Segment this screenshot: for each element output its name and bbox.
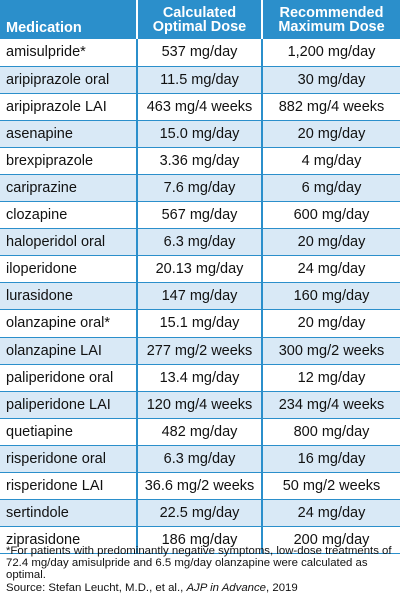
cell-medication: quetiapine: [0, 418, 138, 446]
cell-medication: amisulpride*: [0, 39, 138, 67]
cell-calculated-optimal-dose: 186 mg/day: [137, 526, 263, 555]
cell-recommended-maximum-dose: 30 mg/day: [262, 66, 400, 94]
cell-recommended-maximum-dose: 600 mg/day: [262, 201, 400, 230]
table-row: lurasidone 147 mg/day 160 mg/day: [0, 282, 400, 311]
cell-recommended-maximum-dose: 20 mg/day: [262, 120, 400, 148]
table-body: amisulpride* 537 mg/day 1,200 mg/day aripip…: [0, 39, 400, 555]
cell-recommended-maximum-dose: 20 mg/day: [262, 228, 400, 257]
table-row: sertindole 22.5 mg/day 24 mg/day: [0, 499, 400, 528]
table-row: amisulpride* 537 mg/day 1,200 mg/day: [0, 39, 400, 67]
header-recommended-line1: Recommended: [279, 4, 384, 21]
cell-calculated-optimal-dose: 537 mg/day: [137, 39, 263, 67]
cell-calculated-optimal-dose: 22.5 mg/day: [137, 499, 263, 528]
cell-calculated-optimal-dose: 6.3 mg/day: [137, 228, 263, 257]
dose-table: Medication Calculated Optimal Dose Recom…: [0, 0, 400, 555]
cell-calculated-optimal-dose: 11.5 mg/day: [137, 66, 263, 94]
cell-calculated-optimal-dose: 15.1 mg/day: [137, 309, 263, 338]
cell-calculated-optimal-dose: 20.13 mg/day: [137, 255, 263, 284]
cell-medication: clozapine: [0, 201, 138, 230]
cell-calculated-optimal-dose: 277 mg/2 weeks: [137, 337, 263, 365]
cell-calculated-optimal-dose: 120 mg/4 weeks: [137, 391, 263, 419]
cell-recommended-maximum-dose: 800 mg/day: [262, 418, 400, 446]
cell-medication: ziprasidone: [0, 526, 138, 555]
header-recommended-maximum-dose: Recommended Maximum Dose: [262, 0, 400, 39]
cell-medication: brexpiprazole: [0, 147, 138, 175]
cell-calculated-optimal-dose: 15.0 mg/day: [137, 120, 263, 148]
source-prefix: Source: Stefan Leucht, M.D., et al.,: [6, 581, 187, 594]
cell-medication: risperidone LAI: [0, 472, 138, 501]
header-calculated-optimal-dose: Calculated Optimal Dose: [137, 0, 263, 39]
footnote-note: *For patients with predominantly negativ…: [6, 545, 392, 582]
table-header: Medication Calculated Optimal Dose Recom…: [0, 0, 400, 39]
table-row: brexpiprazole 3.36 mg/day 4 mg/day: [0, 147, 400, 175]
cell-medication: asenapine: [0, 120, 138, 148]
footnote-source: Source: Stefan Leucht, M.D., et al., AJP…: [6, 582, 396, 594]
cell-medication: haloperidol oral: [0, 228, 138, 257]
table-row: olanzapine oral* 15.1 mg/day 20 mg/day: [0, 309, 400, 338]
table-row: iloperidone 20.13 mg/day 24 mg/day: [0, 255, 400, 284]
cell-calculated-optimal-dose: 482 mg/day: [137, 418, 263, 446]
cell-recommended-maximum-dose: 24 mg/day: [262, 499, 400, 528]
cell-recommended-maximum-dose: 160 mg/day: [262, 282, 400, 311]
cell-medication: lurasidone: [0, 282, 138, 311]
cell-calculated-optimal-dose: 36.6 mg/2 weeks: [137, 472, 263, 501]
cell-medication: iloperidone: [0, 255, 138, 284]
table-row: aripiprazole LAI 463 mg/4 weeks 882 mg/4 w…: [0, 93, 400, 121]
cell-medication: aripiprazole oral: [0, 66, 138, 94]
table-row: quetiapine 482 mg/day 800 mg/day: [0, 418, 400, 446]
cell-recommended-maximum-dose: 882 mg/4 weeks: [262, 93, 400, 121]
cell-medication: aripiprazole LAI: [0, 93, 138, 121]
cell-recommended-maximum-dose: 1,200 mg/day: [262, 39, 400, 67]
table-row: asenapine 15.0 mg/day 20 mg/day: [0, 120, 400, 148]
dose-table-container: Medication Calculated Optimal Dose Recom…: [0, 0, 400, 555]
cell-medication: paliperidone oral: [0, 364, 138, 392]
table-row: paliperidone LAI 120 mg/4 weeks 234 mg/4 w…: [0, 391, 400, 419]
table-row: ziprasidone 186 mg/day 200 mg/day: [0, 526, 400, 555]
footnote: *For patients with predominantly negativ…: [6, 545, 396, 594]
header-medication: Medication: [0, 0, 138, 39]
table-row: olanzapine LAI 277 mg/2 weeks 300 mg/2 wee…: [0, 337, 400, 365]
header-row: Medication Calculated Optimal Dose Recom…: [0, 0, 400, 39]
cell-medication: risperidone oral: [0, 445, 138, 474]
cell-recommended-maximum-dose: 12 mg/day: [262, 364, 400, 392]
source-journal: AJP in Advance: [186, 581, 267, 594]
cell-recommended-maximum-dose: 20 mg/day: [262, 309, 400, 338]
table-row: cariprazine 7.6 mg/day 6 mg/day: [0, 174, 400, 203]
cell-recommended-maximum-dose: 234 mg/4 weeks: [262, 391, 400, 419]
table-row: risperidone oral 6.3 mg/day 16 mg/day: [0, 445, 400, 474]
cell-recommended-maximum-dose: 300 mg/2 weeks: [262, 337, 400, 365]
cell-recommended-maximum-dose: 50 mg/2 weeks: [262, 472, 400, 501]
cell-medication: olanzapine LAI: [0, 337, 138, 365]
cell-calculated-optimal-dose: 13.4 mg/day: [137, 364, 263, 392]
cell-calculated-optimal-dose: 463 mg/4 weeks: [137, 93, 263, 121]
cell-recommended-maximum-dose: 4 mg/day: [262, 147, 400, 175]
cell-calculated-optimal-dose: 147 mg/day: [137, 282, 263, 311]
cell-medication: paliperidone LAI: [0, 391, 138, 419]
cell-calculated-optimal-dose: 3.36 mg/day: [137, 147, 263, 175]
cell-calculated-optimal-dose: 6.3 mg/day: [137, 445, 263, 474]
header-calculated-line2: Optimal Dose: [152, 18, 247, 35]
table-row: haloperidol oral 6.3 mg/day 20 mg/day: [0, 228, 400, 257]
table-row: clozapine 567 mg/day 600 mg/day: [0, 201, 400, 230]
header-recommended-line2: Maximum Dose: [278, 18, 385, 35]
cell-medication: cariprazine: [0, 174, 138, 203]
table-row: aripiprazole oral 11.5 mg/day 30 mg/day: [0, 66, 400, 94]
cell-medication: olanzapine oral*: [0, 309, 138, 338]
table-row: risperidone LAI 36.6 mg/2 weeks 50 mg/2 we…: [0, 472, 400, 501]
cell-recommended-maximum-dose: 6 mg/day: [262, 174, 400, 203]
table-row: paliperidone oral 13.4 mg/day 12 mg/day: [0, 364, 400, 392]
cell-calculated-optimal-dose: 567 mg/day: [137, 201, 263, 230]
cell-recommended-maximum-dose: 200 mg/day: [262, 526, 400, 555]
cell-medication: sertindole: [0, 499, 138, 528]
header-calculated-line1: Calculated: [162, 4, 237, 21]
source-suffix: , 2019: [266, 581, 298, 594]
cell-recommended-maximum-dose: 24 mg/day: [262, 255, 400, 284]
cell-calculated-optimal-dose: 7.6 mg/day: [137, 174, 263, 203]
cell-recommended-maximum-dose: 16 mg/day: [262, 445, 400, 474]
